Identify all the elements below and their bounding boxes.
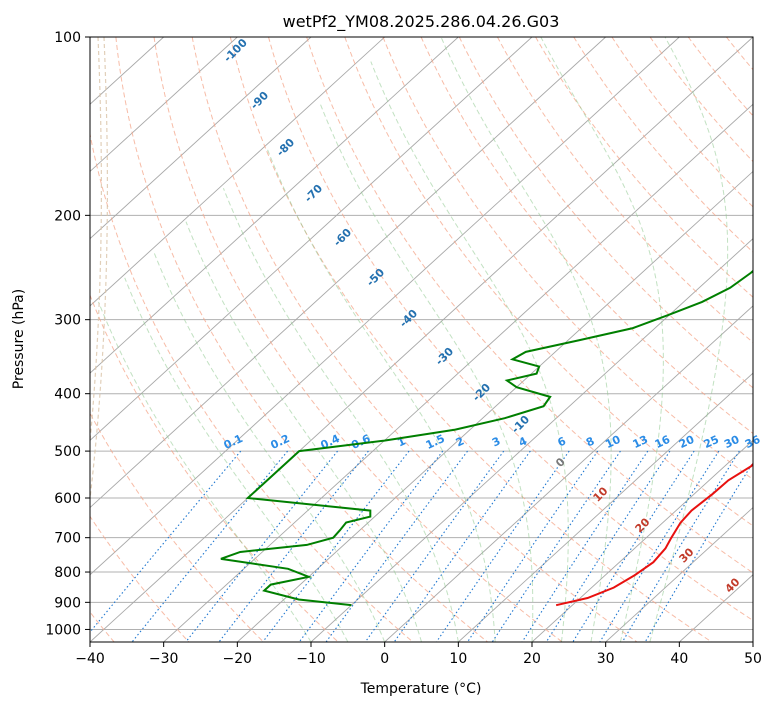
mixing-ratio-line [599, 450, 720, 642]
y-tick-label: 900 [54, 595, 81, 611]
pressure-gridlines [90, 37, 753, 630]
moist-adiabat-line [320, 104, 534, 642]
isotherm-line [90, 37, 385, 307]
x-tick-label: 20 [523, 651, 541, 667]
mixing-ratio-line [298, 450, 444, 642]
mixing-ratio-label: 25 [702, 433, 721, 451]
y-tick-label: 600 [54, 491, 81, 507]
dry-adiabat-line [229, 37, 712, 642]
mixing-ratio-line [491, 450, 621, 642]
mixing-ratio-line [644, 461, 753, 642]
dry-adiabat-line [90, 412, 264, 642]
moist-adiabat-line [124, 277, 349, 642]
x-tick-label: −40 [75, 651, 105, 667]
mixing-ratio-label: 16 [653, 433, 673, 451]
y-axis: 100 200 300 400 500 600 700 800 900 1000 [45, 30, 90, 638]
y-tick-label: 700 [54, 531, 81, 547]
x-tick-label: 0 [380, 651, 389, 667]
isotherm-line [531, 439, 753, 642]
y-tick-label: 1000 [45, 622, 81, 638]
isotherm-line [752, 641, 753, 642]
x-tick-label: −30 [149, 651, 179, 667]
isotherm-line [90, 37, 680, 576]
dry-adiabat-line [420, 37, 753, 435]
y-tick-label: 100 [54, 30, 81, 46]
x-tick-label: 50 [744, 651, 762, 667]
dry-adiabat-line [268, 37, 753, 622]
x-tick-label: −20 [223, 651, 253, 667]
dry-adiabat-line [765, 37, 775, 642]
dry-adiabat-line [344, 37, 753, 527]
mixing-ratio-line [521, 450, 649, 642]
isotherm-line [90, 37, 533, 441]
x-tick-label: 30 [597, 651, 615, 667]
y-tick-label: 500 [54, 444, 81, 460]
isotherm-line [90, 37, 238, 173]
x-tick-label: −10 [296, 651, 326, 667]
isotherm-line [237, 170, 753, 642]
y-tick-label: 800 [54, 565, 81, 581]
dry-adiabat-line [649, 37, 753, 163]
mixing-ratio-label: 13 [631, 433, 650, 451]
dry-adiabat-line [306, 37, 753, 574]
moist-adiabat-line [267, 149, 496, 642]
dry-adiabat-line [573, 37, 753, 253]
mixing-ratio-line [621, 450, 740, 642]
moist-adiabat-line [90, 37, 103, 448]
isotherm-line [458, 372, 753, 642]
dry-adiabat-line [496, 37, 753, 344]
y-axis-label: Pressure (hPa) [11, 289, 27, 389]
dry-adiabat-line [191, 37, 638, 642]
dry-adiabat-line [535, 37, 753, 298]
dry-adiabat-line [458, 37, 753, 389]
moist-adiabat-line [649, 37, 729, 642]
chart-title: wetPf2_YM08.2025.286.04.26.G03 [283, 12, 560, 32]
mixing-ratio-line [325, 450, 468, 642]
x-axis: −40 −30 −20 −10 0 10 20 30 40 50 [75, 642, 762, 667]
isotherm-line [90, 37, 606, 509]
mixing-ratio-label: 20 [677, 433, 697, 451]
y-tick-label: 200 [54, 208, 81, 224]
y-tick-label: 400 [54, 387, 81, 403]
dry-adiabat-line [90, 131, 414, 642]
profiles [220, 269, 753, 607]
moist-adiabat-line [440, 37, 612, 642]
moist-adiabat-line [153, 251, 386, 642]
isotherm-line [605, 506, 753, 642]
plot-border [89, 36, 754, 643]
mixing-ratio-line [467, 450, 599, 642]
moist-adiabat-line [90, 37, 109, 504]
x-axis-label: Temperature (°C) [360, 681, 482, 697]
isotherm-line [90, 37, 459, 374]
x-tick-label: 40 [670, 651, 688, 667]
mixing-ratio-line [218, 450, 369, 642]
temperature-profile [555, 462, 753, 607]
mixing-ratio-line [185, 450, 338, 642]
mixing-ratio-label: 30 [722, 433, 742, 451]
mixing-ratio-label: 10 [603, 433, 623, 451]
mixing-ratio-line [90, 450, 242, 633]
plot-frame [89, 36, 754, 643]
x-tick-label: 10 [449, 651, 467, 667]
moist-adiabat-line [370, 61, 569, 642]
dry-adiabat-line [382, 37, 753, 481]
isotherm-line [90, 37, 312, 240]
isotherm-line [90, 37, 753, 642]
y-tick-label: 300 [54, 313, 81, 329]
skewed-isotherms [90, 37, 753, 642]
moist-adiabats [90, 37, 729, 642]
isotherm-line [163, 103, 753, 642]
dewpoint-profile [220, 269, 753, 607]
mixing-ratio-line [435, 450, 570, 642]
isotherm-line [384, 305, 753, 642]
moist-adiabat-line [222, 188, 459, 642]
moist-adiabat-line [540, 37, 664, 642]
